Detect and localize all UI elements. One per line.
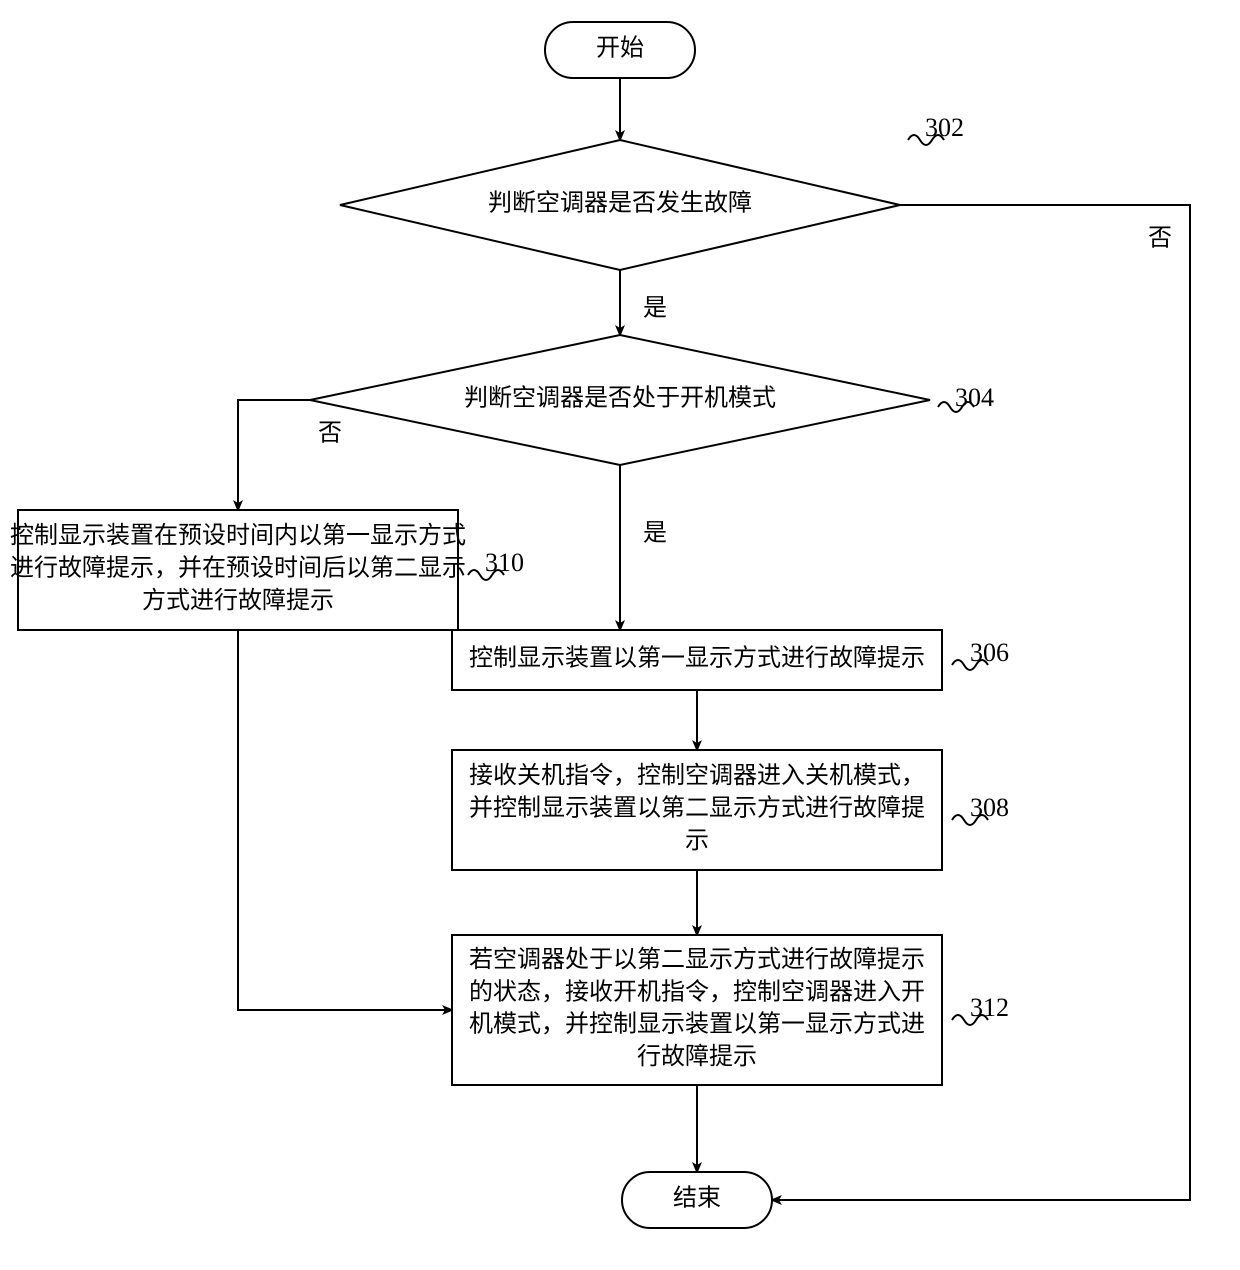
edge-label: 否 [1148, 226, 1172, 252]
node-end: 结束 [622, 1172, 772, 1228]
flowchart-diagram: 开始判断空调器是否发生故障判断空调器是否处于开机模式控制显示装置在预设时间内以第… [0, 0, 1240, 1270]
node-text: 判断空调器是否发生故障 [488, 190, 752, 217]
node-text: 机模式，并控制显示装置以第一显示方式进 [469, 1011, 925, 1038]
node-text: 的状态，接收开机指令，控制空调器进入开 [469, 978, 925, 1005]
edge-label: 是 [643, 296, 667, 322]
node-p312: 若空调器处于以第二显示方式进行故障提示的状态，接收开机指令，控制空调器进入开机模… [452, 935, 942, 1085]
step-label-308: 308 [970, 793, 1009, 822]
step-label-312: 312 [970, 993, 1009, 1022]
node-text: 控制显示装置以第一显示方式进行故障提示 [469, 645, 925, 672]
node-text: 进行故障提示，并在预设时间后以第二显示 [10, 555, 466, 582]
node-p308: 接收关机指令，控制空调器进入关机模式， 并控制显示装置以第二显示方式进行故障提示 [452, 750, 942, 870]
node-text: 开始 [596, 35, 644, 62]
node-text: 判断空调器是否处于开机模式 [464, 385, 776, 412]
node-text: 控制显示装置在预设时间内以第一显示方式 [10, 522, 466, 549]
step-label-310: 310 [485, 548, 524, 577]
node-text: 结束 [673, 1185, 721, 1212]
node-text: 行故障提示 [637, 1043, 757, 1070]
node-text: 示 [685, 828, 709, 854]
node-p310: 控制显示装置在预设时间内以第一显示方式进行故障提示，并在预设时间后以第二显示方式… [10, 510, 466, 630]
nodes-layer: 开始判断空调器是否发生故障判断空调器是否处于开机模式控制显示装置在预设时间内以第… [10, 22, 942, 1228]
step-label-306: 306 [970, 638, 1009, 667]
edge-label: 否 [318, 421, 342, 447]
edge [238, 630, 452, 1010]
node-text: 若空调器处于以第二显示方式进行故障提示 [469, 946, 925, 973]
node-text: 接收关机指令，控制空调器进入关机模式， [469, 762, 925, 789]
step-label-302: 302 [925, 113, 964, 142]
edge [238, 400, 310, 510]
node-text: 并控制显示装置以第二显示方式进行故障提 [469, 795, 925, 822]
node-start: 开始 [545, 22, 695, 78]
node-p306: 控制显示装置以第一显示方式进行故障提示 [452, 630, 942, 690]
edge-label: 是 [643, 521, 667, 547]
node-text: 方式进行故障提示 [142, 587, 334, 614]
node-d304: 判断空调器是否处于开机模式 [310, 335, 930, 465]
node-d302: 判断空调器是否发生故障 [340, 140, 900, 270]
